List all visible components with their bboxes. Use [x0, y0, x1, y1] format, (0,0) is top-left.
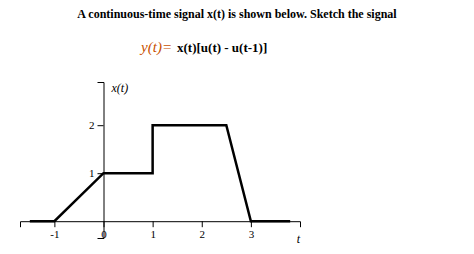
x-tick-label: 2: [200, 228, 206, 240]
plot-area: [30, 125, 290, 221]
x-tick-label: -1: [50, 228, 59, 240]
y-tick: 1: [89, 167, 104, 179]
x-axis: -10123: [21, 221, 301, 240]
y-axis: 12: [89, 83, 104, 239]
annotation: x(t)[u(t) - u(t-1)]: [177, 40, 267, 55]
x-tick-mark: [153, 221, 154, 227]
x-axis-line: [21, 222, 301, 228]
x-tick: 2: [200, 221, 206, 240]
title: A continuous-time signal x(t) is shown b…: [77, 7, 397, 21]
x-tick-label: 1: [150, 228, 156, 240]
x-tick: -1: [50, 221, 59, 240]
x-tick: 3: [249, 221, 255, 240]
x-tick-mark: [202, 221, 203, 227]
x-axis-label: t: [297, 232, 301, 246]
annotation: y(t)=: [139, 39, 172, 56]
y-axis-line: [98, 83, 105, 239]
y-tick: 2: [89, 119, 104, 131]
y-tick-label: 1: [89, 167, 95, 179]
y-tick-label: 2: [89, 119, 95, 131]
chart: A continuous-time signal x(t) is shown b…: [0, 0, 474, 254]
signal-line: [30, 125, 290, 221]
y-tick-mark: [98, 125, 104, 126]
x-tick-label: 3: [249, 228, 255, 240]
y-axis-label: x(t): [111, 81, 129, 95]
x-tick: 1: [150, 221, 156, 240]
